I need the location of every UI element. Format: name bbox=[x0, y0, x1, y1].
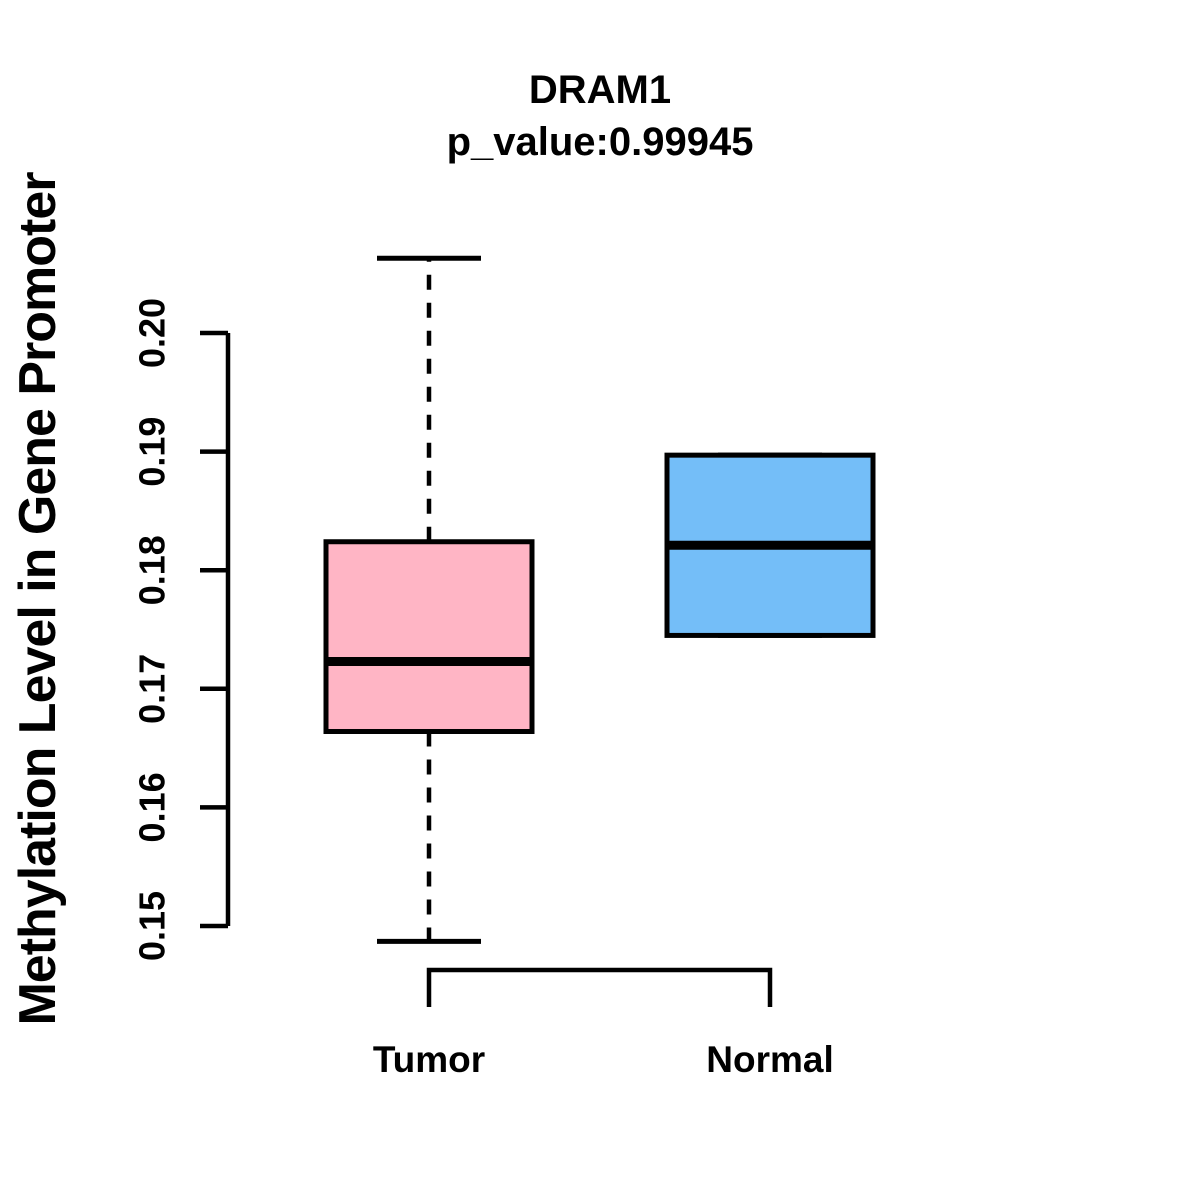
tumor-box bbox=[323, 539, 535, 734]
x-axis-label-tumor: Tumor bbox=[373, 1039, 485, 1080]
y-axis-tick-label: 0.17 bbox=[132, 654, 173, 724]
chart-title: DRAM1 bbox=[528, 68, 672, 112]
y-axis-tick-label: 0.15 bbox=[132, 891, 173, 961]
x-axis-label-normal: Normal bbox=[706, 1039, 833, 1080]
y-axis-tick-label: 0.20 bbox=[132, 298, 173, 368]
x-axis-line bbox=[426, 967, 773, 1007]
chart-subtitle-pvalue: p_value:0.99945 bbox=[446, 120, 754, 164]
y-axis-tick-label: 0.19 bbox=[132, 417, 173, 487]
y-axis-tick-label: 0.16 bbox=[132, 772, 173, 842]
y-axis-tick-label: 0.18 bbox=[132, 535, 173, 605]
